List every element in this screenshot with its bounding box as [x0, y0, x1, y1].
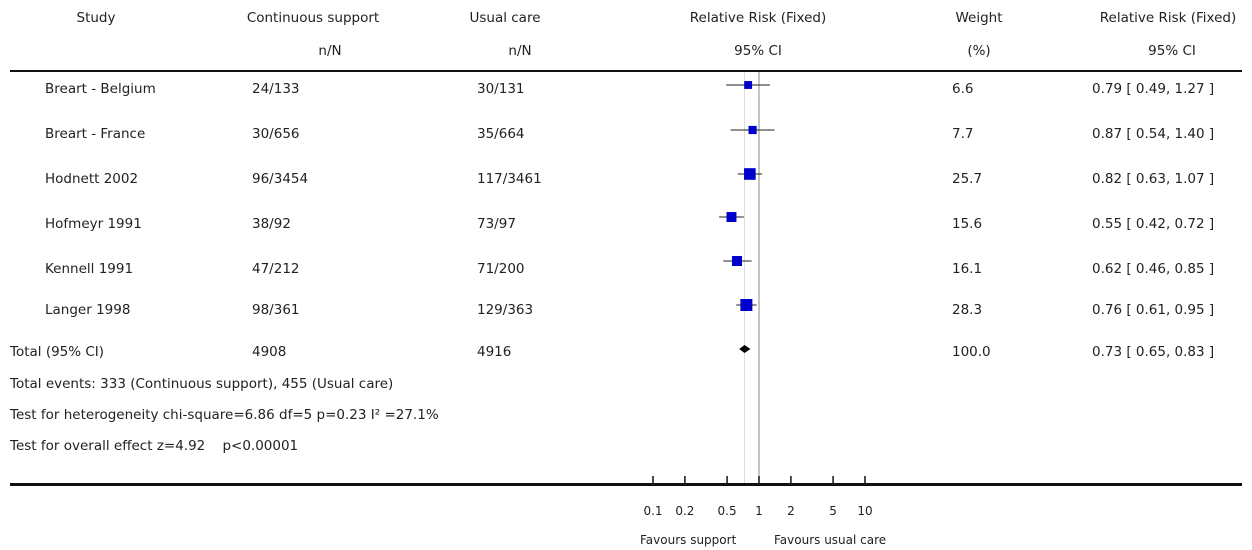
ctl-events: 71/200	[477, 261, 525, 277]
axis-tick-label: 0.2	[675, 504, 694, 518]
ctl-events: 129/363	[477, 302, 534, 318]
header-weight: Weight	[955, 10, 1003, 26]
effect-square	[726, 212, 737, 222]
ctl-events: 117/3461	[477, 171, 542, 187]
ctl-events: 35/664	[477, 126, 525, 142]
exp-events: 30/656	[252, 126, 300, 142]
ctl-events: 73/97	[477, 216, 516, 232]
header-continuous-support-nn: n/N	[318, 43, 342, 59]
total-exp: 4908	[252, 344, 287, 360]
total-weight: 100.0	[952, 344, 991, 360]
header-usual-care: Usual care	[469, 10, 541, 26]
header-weight-unit: (%)	[967, 43, 991, 59]
rr-ci-value: 0.87 [ 0.54, 1.40 ]	[1092, 126, 1215, 142]
rr-ci-value: 0.76 [ 0.61, 0.95 ]	[1092, 302, 1215, 318]
total-events-note: Total events: 333 (Continuous support), …	[10, 376, 394, 392]
effect-square	[744, 168, 756, 180]
header-divider	[10, 70, 1242, 72]
header-continuous-support: Continuous support	[246, 10, 380, 26]
header-study: Study	[76, 10, 116, 26]
header-relative-risk-column-ci: 95% CI	[1148, 43, 1196, 59]
axis-tick-label: 2	[787, 504, 795, 518]
weight-value: 16.1	[952, 261, 983, 277]
weight-value: 25.7	[952, 171, 983, 187]
axis-tick-label: 5	[829, 504, 837, 518]
total-ctl: 4916	[477, 344, 512, 360]
rr-ci-value: 0.55 [ 0.42, 0.72 ]	[1092, 216, 1215, 232]
axis-tick-label: 10	[857, 504, 872, 518]
header-relative-risk-plot: Relative Risk (Fixed)	[689, 10, 827, 26]
weight-value: 6.6	[952, 81, 974, 97]
exp-events: 38/92	[252, 216, 291, 232]
favours-support-label: Favours support	[640, 533, 737, 547]
study-name: Langer 1998	[45, 302, 131, 318]
exp-events: 47/212	[252, 261, 300, 277]
axis-tick-label: 0.1	[643, 504, 662, 518]
weight-value: 7.7	[952, 126, 974, 142]
ctl-events: 30/131	[477, 81, 525, 97]
study-name: Breart - Belgium	[45, 81, 156, 97]
study-name: Kennell 1991	[45, 261, 134, 277]
total-label: Total (95% CI)	[10, 344, 105, 360]
header-usual-care-nn: n/N	[508, 43, 532, 59]
effect-square	[744, 81, 753, 89]
exp-events: 98/361	[252, 302, 300, 318]
effect-square	[740, 299, 753, 311]
favours-usual-care-label: Favours usual care	[774, 533, 887, 547]
exp-events: 24/133	[252, 81, 300, 97]
study-name: Hodnett 2002	[45, 171, 139, 187]
weight-value: 28.3	[952, 302, 983, 318]
exp-events: 96/3454	[252, 171, 309, 187]
overall-effect-note: Test for overall effect z=4.92 p<0.00001	[10, 438, 299, 454]
rr-ci-value: 0.82 [ 0.63, 1.07 ]	[1092, 171, 1215, 187]
axis-tick-label: 1	[755, 504, 763, 518]
pooled-diamond	[739, 345, 751, 353]
axis-tick-label: 0.5	[718, 504, 737, 518]
study-name: Breart - France	[45, 126, 146, 142]
study-name: Hofmeyr 1991	[45, 216, 142, 232]
weight-value: 15.6	[952, 216, 983, 232]
effect-square	[748, 125, 757, 135]
rr-ci-value: 0.62 [ 0.46, 0.85 ]	[1092, 261, 1215, 277]
header-relative-risk-plot-ci: 95% CI	[734, 43, 782, 59]
heterogeneity-note: Test for heterogeneity chi-square=6.86 d…	[10, 407, 439, 423]
header-relative-risk-column: Relative Risk (Fixed)	[1099, 10, 1237, 26]
footer-divider	[10, 483, 1242, 486]
total-rr-ci: 0.73 [ 0.65, 0.83 ]	[1092, 344, 1215, 360]
rr-ci-value: 0.79 [ 0.49, 1.27 ]	[1092, 81, 1215, 97]
effect-square	[731, 255, 743, 267]
